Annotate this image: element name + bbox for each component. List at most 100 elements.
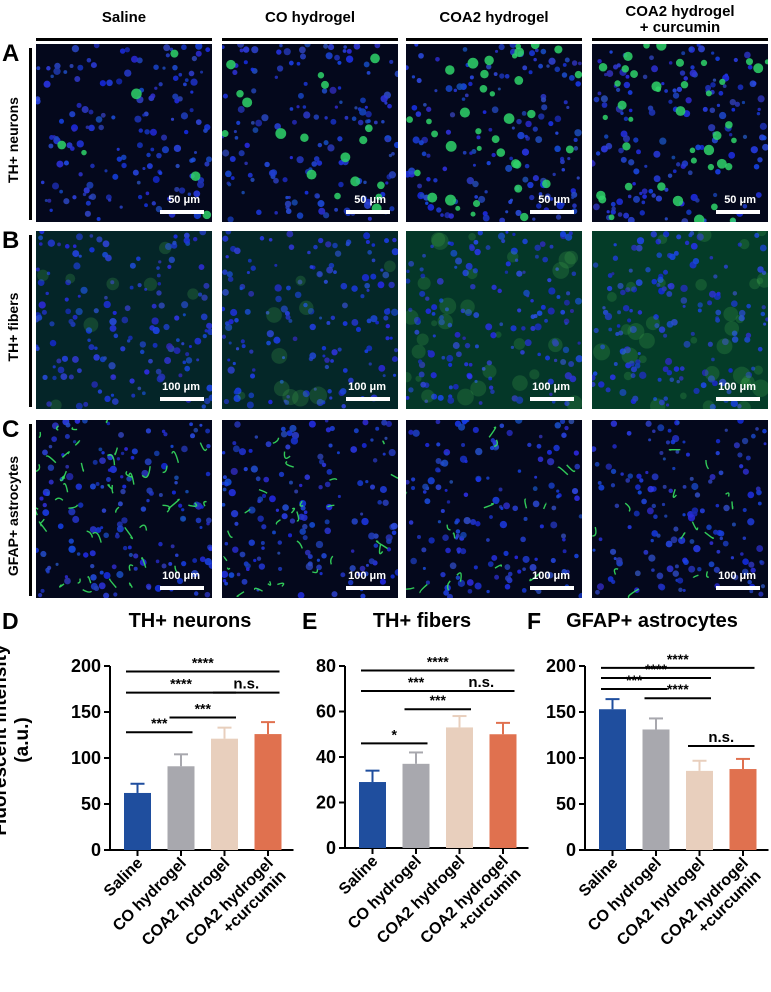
significance-label: *** xyxy=(626,672,643,688)
nucleus xyxy=(338,181,344,188)
nucleus xyxy=(65,279,72,286)
nucleus xyxy=(505,575,512,582)
nucleus xyxy=(676,234,682,240)
nucleus xyxy=(324,527,332,535)
green-signal xyxy=(170,49,179,58)
nucleus xyxy=(230,308,238,317)
green-signal xyxy=(702,400,715,409)
green-signal xyxy=(430,232,446,247)
chart-title-e: TH+ fibers xyxy=(373,610,471,632)
nucleus xyxy=(522,65,528,71)
nucleus xyxy=(246,270,250,275)
nucleus xyxy=(327,389,332,394)
nucleus xyxy=(762,143,768,151)
astrocyte-process xyxy=(452,532,456,539)
nucleus xyxy=(456,83,464,91)
nucleus xyxy=(738,309,746,317)
nucleus xyxy=(532,126,538,132)
y-tick-label: 200 xyxy=(71,656,101,676)
nucleus xyxy=(237,105,245,113)
nucleus xyxy=(362,420,369,426)
nucleus xyxy=(157,282,162,286)
nucleus xyxy=(750,433,756,439)
nucleus xyxy=(263,476,270,483)
green-signal xyxy=(598,195,607,204)
nucleus xyxy=(542,256,549,263)
green-signal xyxy=(495,331,502,338)
nucleus xyxy=(377,281,385,289)
nucleus xyxy=(208,546,212,552)
nucleus xyxy=(89,247,95,253)
nucleus xyxy=(534,557,538,562)
nucleus xyxy=(63,198,70,205)
nucleus xyxy=(42,502,47,508)
nucleus xyxy=(245,563,251,569)
nucleus xyxy=(391,356,398,363)
nucleus xyxy=(683,340,691,348)
nucleus xyxy=(505,261,511,267)
green-signal xyxy=(491,135,500,144)
nucleus xyxy=(307,561,313,567)
nucleus xyxy=(121,316,129,324)
nucleus xyxy=(523,289,530,297)
nucleus xyxy=(316,398,324,406)
column-rule-4 xyxy=(592,38,768,41)
nucleus xyxy=(242,46,250,53)
nucleus xyxy=(100,112,106,118)
nucleus xyxy=(446,593,453,598)
nucleus xyxy=(448,362,453,367)
nucleus xyxy=(696,233,704,241)
nucleus xyxy=(639,191,643,196)
nucleus xyxy=(598,381,605,388)
nucleus xyxy=(392,373,397,377)
nucleus xyxy=(520,536,526,543)
nucleus xyxy=(157,373,166,381)
nucleus xyxy=(527,442,532,448)
nucleus xyxy=(285,195,289,200)
nucleus xyxy=(128,552,133,558)
nucleus xyxy=(116,78,123,85)
nucleus xyxy=(733,442,740,449)
nucleus xyxy=(394,70,398,78)
nucleus xyxy=(304,190,309,195)
scalebar-label: 50 μm xyxy=(724,194,756,206)
nucleus xyxy=(72,515,80,523)
nucleus xyxy=(563,299,570,306)
astrocyte-process xyxy=(731,501,734,510)
nucleus xyxy=(523,516,528,521)
astrocyte-process xyxy=(382,440,386,445)
nucleus xyxy=(361,195,368,202)
nucleus xyxy=(204,558,212,566)
nucleus xyxy=(454,536,459,540)
nucleus xyxy=(475,521,481,527)
nucleus xyxy=(441,355,446,360)
nucleus xyxy=(172,93,179,100)
x-tick-label-line: +curcumin xyxy=(220,868,290,938)
micrograph-b3: 100 μm xyxy=(406,231,582,409)
nucleus xyxy=(549,244,554,249)
scalebar-label: 100 μm xyxy=(532,570,570,582)
nucleus xyxy=(234,247,241,255)
nucleus xyxy=(101,508,107,513)
nucleus xyxy=(637,310,643,315)
nucleus xyxy=(326,469,333,475)
nucleus xyxy=(411,104,418,111)
nucleus xyxy=(616,87,621,92)
nucleus xyxy=(760,311,766,317)
nucleus xyxy=(120,451,125,456)
green-signal xyxy=(364,124,373,133)
astrocyte-process xyxy=(691,521,699,531)
green-signal xyxy=(680,80,689,89)
nucleus xyxy=(151,317,159,325)
nucleus xyxy=(190,157,196,163)
nucleus xyxy=(639,478,644,483)
nucleus xyxy=(95,482,100,486)
nucleus xyxy=(278,566,283,571)
significance-label: * xyxy=(392,726,398,742)
nucleus xyxy=(184,78,189,82)
nucleus xyxy=(604,134,609,139)
nucleus xyxy=(432,334,436,338)
nucleus xyxy=(539,524,544,529)
nucleus xyxy=(551,505,557,511)
nucleus xyxy=(181,301,189,309)
